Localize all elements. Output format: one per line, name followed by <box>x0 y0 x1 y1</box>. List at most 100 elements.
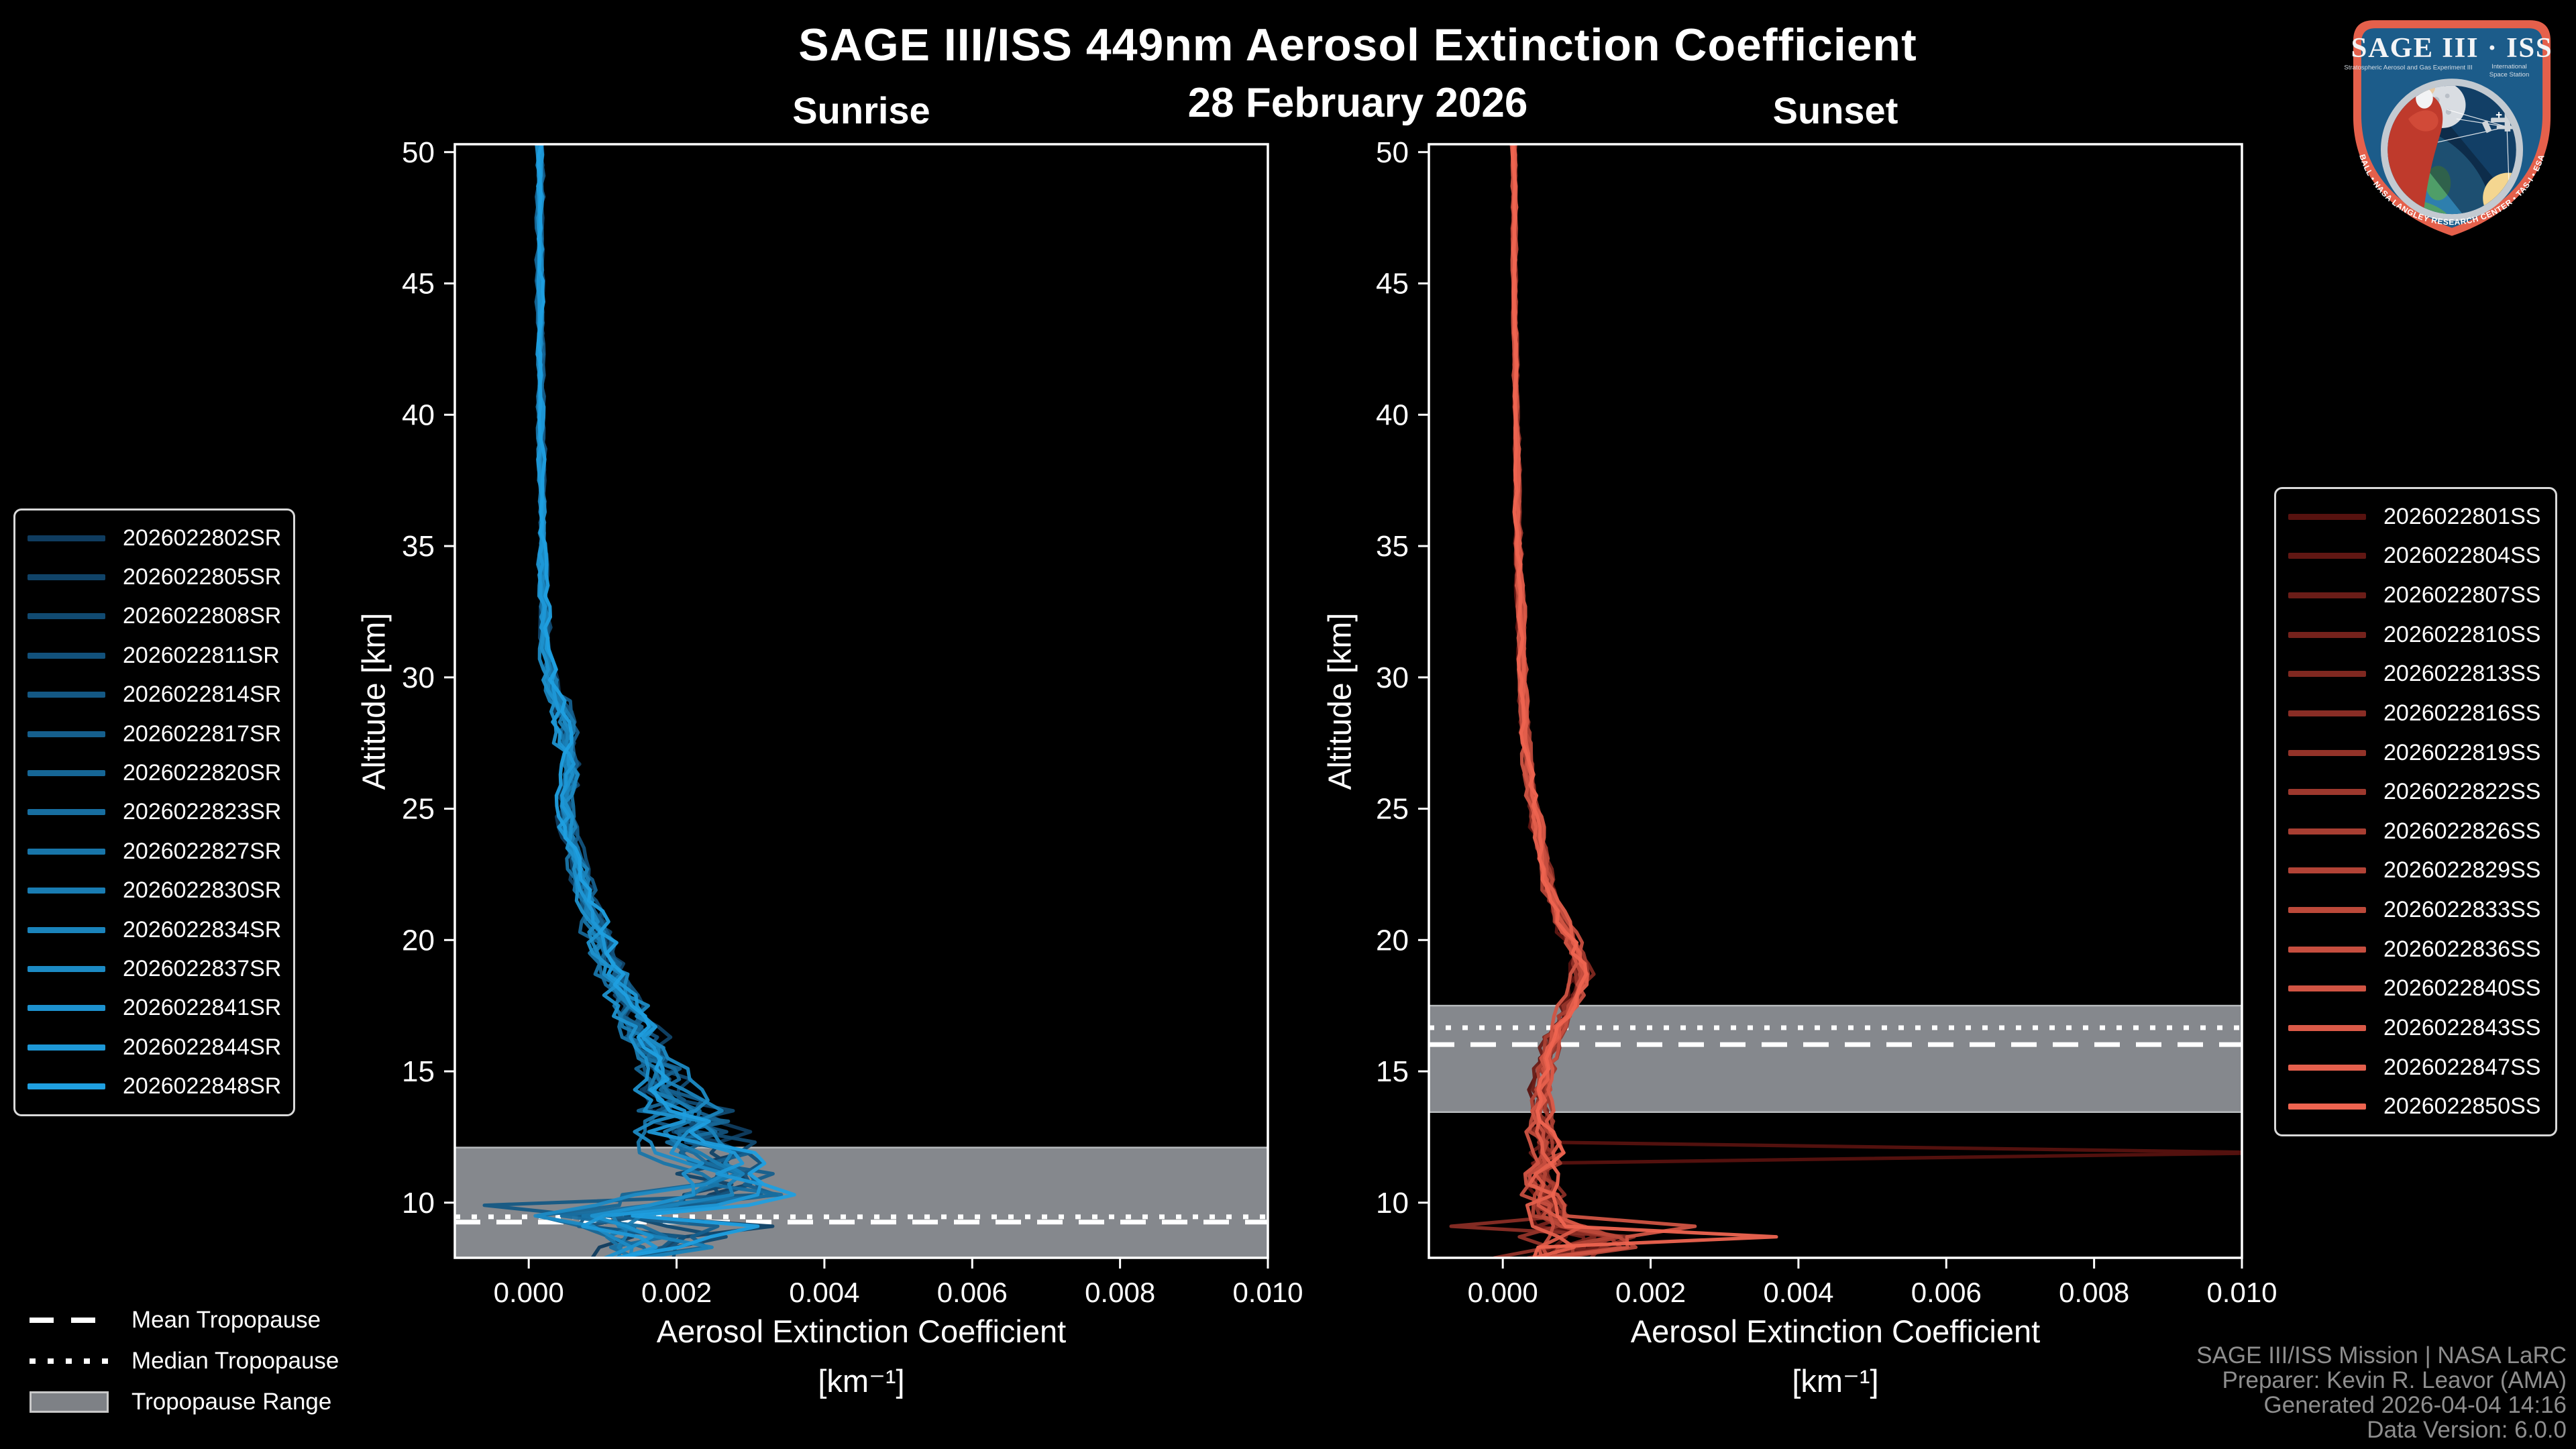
y-tick-label: 35 <box>1376 530 1409 563</box>
legend-swatch <box>28 535 105 541</box>
x-tick-label: 0.008 <box>1085 1277 1155 1308</box>
profile-line-2026022814SR <box>482 144 763 1258</box>
y-tick-label: 15 <box>402 1055 435 1088</box>
page-title: SAGE III/ISS 449nm Aerosol Extinction Co… <box>798 19 1917 70</box>
legend-swatch <box>2288 631 2366 638</box>
mean-tropopause-line-swatch <box>30 1318 109 1323</box>
legend-label: 2026022847SS <box>2383 1054 2541 1080</box>
x-tick-label: 0.004 <box>1763 1277 1833 1308</box>
legend-label: 2026022848SR <box>123 1073 282 1099</box>
y-tick-label: 15 <box>1376 1055 1409 1088</box>
y-tick-label: 25 <box>402 793 435 826</box>
legend-swatch <box>28 1044 105 1051</box>
legend-item: 2026022841SR <box>28 995 281 1021</box>
y-tick-label: 50 <box>402 136 435 169</box>
mean-tropopause-label: Mean Tropopause <box>131 1307 321 1333</box>
y-tick-label: 10 <box>402 1187 435 1220</box>
sunrise-legend: 2026022802SR 2026022805SR 2026022808SR 2026… <box>13 508 295 1116</box>
legend-swatch <box>28 574 105 581</box>
y-tick-label: 10 <box>1376 1187 1409 1220</box>
y-tick-label: 40 <box>1376 398 1409 431</box>
legend-label: 2026022820SR <box>123 760 282 786</box>
tropopause-legend: Mean Tropopause Median Tropopause Tropop… <box>30 1307 339 1415</box>
panel-title-sunset: Sunset <box>1772 89 1898 131</box>
profile-line-2026022850SS <box>1511 144 1778 1258</box>
legend-label: 2026022816SS <box>2383 700 2541 726</box>
legend-item: 2026022805SR <box>28 564 281 590</box>
logo-continent <box>2425 166 2451 201</box>
median-tropopause-label: Median Tropopause <box>131 1348 339 1374</box>
y-tick-label: 45 <box>1376 268 1409 301</box>
legend-label: 2026022805SR <box>123 564 282 590</box>
x-tick-label: 0.002 <box>641 1277 712 1308</box>
plot-border <box>453 143 1269 1259</box>
legend-label: 2026022841SR <box>123 995 282 1021</box>
legend-label: 2026022814SR <box>123 682 282 708</box>
legend-label: 2026022817SR <box>123 720 282 747</box>
x-tick-label: 0.006 <box>1911 1277 1982 1308</box>
legend-swatch <box>28 1005 105 1012</box>
legend-label: 2026022810SS <box>2383 621 2541 647</box>
legend-swatch <box>28 692 105 698</box>
legend-item: 2026022827SR <box>28 839 281 865</box>
legend-swatch <box>28 1083 105 1090</box>
legend-swatch <box>2288 749 2366 756</box>
legend-label: 2026022807SS <box>2383 582 2541 608</box>
y-tick-label: 35 <box>402 530 435 563</box>
y-axis-label-sunrise: Altitude [km] <box>356 612 392 790</box>
x-tick-label: 0.004 <box>789 1277 859 1308</box>
legend-swatch <box>2288 1024 2366 1031</box>
legend-item: 2026022819SS <box>2288 740 2543 766</box>
legend-item: 2026022823SR <box>28 799 281 825</box>
y-tick-label: 40 <box>402 398 435 431</box>
legend-item: 2026022829SS <box>2288 857 2543 883</box>
legend-item: 2026022817SR <box>28 721 281 747</box>
legend-swatch <box>2288 946 2366 953</box>
legend-swatch <box>28 809 105 816</box>
legend-item: 2026022801SS <box>2288 504 2543 530</box>
legend-swatch <box>28 848 105 855</box>
legend-label: 2026022830SR <box>123 877 282 904</box>
legend-label: 2026022833SS <box>2383 897 2541 923</box>
legend-item: 2026022844SR <box>28 1034 281 1061</box>
y-tick-label: 30 <box>1376 661 1409 694</box>
y-tick-label: 20 <box>402 924 435 957</box>
legend-label: 2026022840SS <box>2383 975 2541 1002</box>
legend-swatch <box>28 965 105 972</box>
legend-item: 2026022814SR <box>28 682 281 708</box>
logo-subtitle-right-2: Space Station <box>2489 71 2530 78</box>
legend-label: 2026022850SS <box>2383 1093 2541 1120</box>
sunrise-plot: 0.000 0.002 0.004 0.006 0.008 0.010 50 45 40 35 30… <box>402 136 1303 1308</box>
legend-swatch <box>2288 789 2366 796</box>
x-tick-label: 0.000 <box>494 1277 564 1308</box>
tropopause-legend-median-row: Median Tropopause <box>30 1348 339 1375</box>
y-tick-label: 30 <box>402 661 435 694</box>
x-axis-label-text: Aerosol Extinction Coefficient <box>1630 1313 2041 1349</box>
legend-label: 2026022802SR <box>123 525 282 551</box>
attribution-mission: SAGE III/ISS Mission | NASA LaRC <box>2196 1342 2567 1368</box>
legend-item: 2026022813SS <box>2288 661 2543 687</box>
legend-item: 2026022810SS <box>2288 622 2543 648</box>
legend-label: 2026022827SR <box>123 838 282 864</box>
legend-item: 2026022820SR <box>28 760 281 786</box>
legend-swatch <box>28 770 105 777</box>
legend-item: 2026022837SR <box>28 956 281 982</box>
y-axis-label-sunset: Altitude [km] <box>1322 612 1358 790</box>
median-tropopause-line-swatch <box>30 1358 109 1364</box>
legend-item: 2026022836SS <box>2288 936 2543 963</box>
legend-item: 2026022848SR <box>28 1073 281 1099</box>
legend-item: 2026022850SS <box>2288 1093 2543 1120</box>
legend-swatch <box>2288 592 2366 599</box>
x-tick-label: 0.010 <box>1232 1277 1303 1308</box>
x-axis-unit-text: [km⁻¹] <box>818 1363 905 1399</box>
legend-label: 2026022822SS <box>2383 779 2541 805</box>
tropopause-legend-range-row: Tropopause Range <box>30 1389 339 1415</box>
legend-item: 2026022804SS <box>2288 543 2543 569</box>
legend-label: 2026022834SR <box>123 916 282 943</box>
legend-swatch <box>2288 671 2366 678</box>
x-tick-label: 0.010 <box>2206 1277 2277 1308</box>
sunset-legend: 2026022801SS 2026022804SS 2026022807SS 2026… <box>2274 487 2557 1136</box>
legend-item: 2026022826SS <box>2288 818 2543 845</box>
logo-title: SAGE III · ISS <box>2351 32 2553 64</box>
